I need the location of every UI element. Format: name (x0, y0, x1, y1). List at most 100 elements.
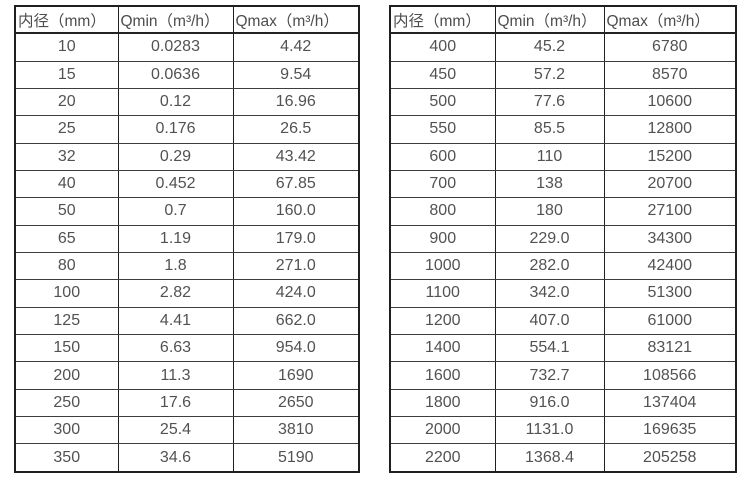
table-cell: 205258 (603, 443, 737, 473)
flow-table-small-diameters: 内径（mm） Qmin（m³/h） Qmax（m³/h） 10 0.0283 4.4… (14, 5, 360, 473)
table-cell: 732.7 (494, 361, 605, 390)
table-cell: 916.0 (494, 388, 605, 418)
table-row: 450 57.2 8570 (389, 60, 737, 89)
table-cell: 57.2 (494, 60, 605, 89)
table-cell: 2650 (232, 388, 360, 418)
table-row: 65 1.19 179.0 (14, 224, 360, 253)
table-cell: 25 (14, 115, 119, 144)
table-cell: 15 (14, 60, 119, 89)
table-cell: 229.0 (494, 224, 605, 253)
table-cell: 85.5 (494, 115, 605, 144)
table-cell: 169635 (603, 416, 737, 445)
table-cell: 700 (389, 169, 496, 199)
table-cell: 138 (494, 169, 605, 199)
table-row: 32 0.29 43.42 (14, 142, 360, 171)
table-cell: 1600 (389, 361, 496, 390)
table-cell: 250 (14, 388, 119, 418)
table-row: 550 85.5 12800 (389, 115, 737, 144)
table-row: 150 6.63 954.0 (14, 333, 360, 363)
table-cell: 900 (389, 224, 496, 253)
table-row: 1200 407.0 61000 (389, 306, 737, 336)
table-cell: 1000 (389, 251, 496, 281)
table-cell: 4.41 (117, 306, 234, 336)
table-cell: 450 (389, 60, 496, 89)
table-cell: 45.2 (494, 32, 605, 62)
table-row: 500 77.6 10600 (389, 87, 737, 117)
table-cell: 1100 (389, 279, 496, 308)
table-cell: 20700 (603, 169, 737, 199)
table-cell: 9.54 (232, 60, 360, 89)
table-cell: 1131.0 (494, 416, 605, 445)
header-row: 内径（mm） Qmin（m³/h） Qmax（m³/h） (14, 6, 360, 34)
table-cell: 17.6 (117, 388, 234, 418)
table-cell: 424.0 (232, 279, 360, 308)
table-cell: 0.12 (117, 87, 234, 117)
header-qmin: Qmin（m³/h） (117, 6, 234, 34)
header-qmax: Qmax（m³/h） (232, 6, 360, 34)
table-row: 350 34.6 5190 (14, 443, 360, 473)
table-cell: 26.5 (232, 115, 360, 144)
table-row: 250 17.6 2650 (14, 388, 360, 418)
table-cell: 4.42 (232, 32, 360, 62)
table-cell: 27100 (603, 197, 737, 226)
flow-table-large-diameters: 内径（mm） Qmin（m³/h） Qmax（m³/h） 400 45.2 6780… (389, 5, 737, 473)
table-cell: 34300 (603, 224, 737, 253)
table-cell: 50 (14, 197, 119, 226)
table-cell: 200 (14, 361, 119, 390)
table-row: 600 110 15200 (389, 142, 737, 171)
table-row: 125 4.41 662.0 (14, 306, 360, 336)
table-cell: 67.85 (232, 169, 360, 199)
table-cell: 662.0 (232, 306, 360, 336)
table-cell: 5190 (232, 443, 360, 473)
table-cell: 342.0 (494, 279, 605, 308)
table-row: 15 0.0636 9.54 (14, 60, 360, 89)
table-cell: 1200 (389, 306, 496, 336)
table-cell: 300 (14, 416, 119, 445)
table-row: 25 0.176 26.5 (14, 115, 360, 144)
table-cell: 1400 (389, 333, 496, 363)
table-cell: 6780 (603, 32, 737, 62)
header-qmin: Qmin（m³/h） (494, 6, 605, 34)
table-cell: 43.42 (232, 142, 360, 171)
table-row: 10 0.0283 4.42 (14, 32, 360, 62)
table-cell: 407.0 (494, 306, 605, 336)
table-row: 200 11.3 1690 (14, 361, 360, 390)
table-cell: 0.0283 (117, 32, 234, 62)
table-cell: 0.0636 (117, 60, 234, 89)
table-cell: 80 (14, 251, 119, 281)
table-cell: 1690 (232, 361, 360, 390)
header-inner-diameter: 内径（mm） (389, 6, 496, 34)
table-cell: 350 (14, 443, 119, 473)
table-cell: 600 (389, 142, 496, 171)
table-cell: 34.6 (117, 443, 234, 473)
table-cell: 2.82 (117, 279, 234, 308)
table-row: 1100 342.0 51300 (389, 279, 737, 308)
table-row: 900 229.0 34300 (389, 224, 737, 253)
table-cell: 400 (389, 32, 496, 62)
table-cell: 16.96 (232, 87, 360, 117)
table-row: 1000 282.0 42400 (389, 251, 737, 281)
table-row: 1600 732.7 108566 (389, 361, 737, 390)
table-cell: 954.0 (232, 333, 360, 363)
table-cell: 1800 (389, 388, 496, 418)
table-cell: 8570 (603, 60, 737, 89)
table-cell: 1368.4 (494, 443, 605, 473)
table-cell: 179.0 (232, 224, 360, 253)
table-row: 300 25.4 3810 (14, 416, 360, 445)
table-cell: 12800 (603, 115, 737, 144)
table-cell: 550 (389, 115, 496, 144)
table-cell: 800 (389, 197, 496, 226)
table-row: 20 0.12 16.96 (14, 87, 360, 117)
table-row: 2000 1131.0 169635 (389, 416, 737, 445)
table-cell: 150 (14, 333, 119, 363)
table-cell: 20 (14, 87, 119, 117)
table-cell: 11.3 (117, 361, 234, 390)
table-cell: 0.176 (117, 115, 234, 144)
header-row: 内径（mm） Qmin（m³/h） Qmax（m³/h） (389, 6, 737, 34)
table-cell: 554.1 (494, 333, 605, 363)
table-cell: 42400 (603, 251, 737, 281)
table-cell: 180 (494, 197, 605, 226)
table-cell: 0.29 (117, 142, 234, 171)
table-cell: 15200 (603, 142, 737, 171)
table-cell: 0.452 (117, 169, 234, 199)
